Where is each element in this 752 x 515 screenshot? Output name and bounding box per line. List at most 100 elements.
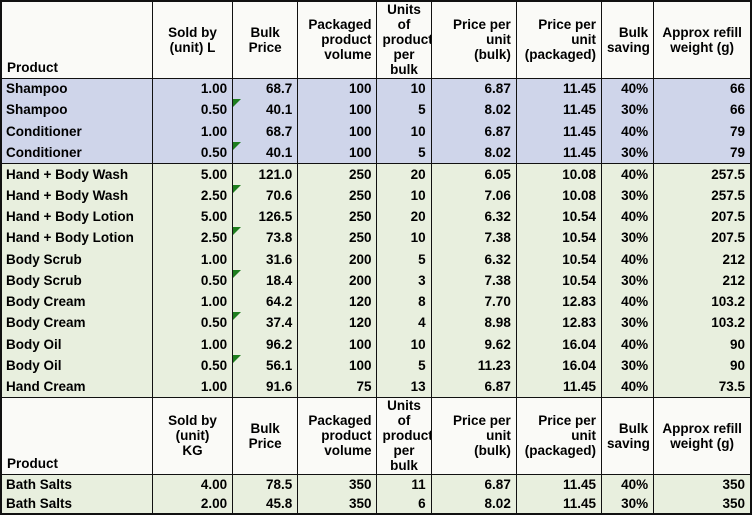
value-cell[interactable]: 12.83 bbox=[515, 291, 603, 313]
header-approx-refill-weight[interactable]: Approx refill weight (g) bbox=[653, 397, 752, 475]
value-cell[interactable]: 6 bbox=[376, 494, 432, 515]
product-cell[interactable]: Conditioner bbox=[0, 141, 153, 164]
value-cell[interactable]: 37.4 bbox=[232, 312, 299, 334]
value-cell[interactable]: 73.8 bbox=[232, 227, 299, 249]
product-cell[interactable]: Hand + Body Lotion bbox=[0, 227, 153, 249]
value-cell[interactable]: 11 bbox=[376, 473, 432, 495]
value-cell[interactable]: 2.50 bbox=[151, 184, 234, 206]
value-cell[interactable]: 4 bbox=[376, 312, 432, 334]
value-cell[interactable]: 64.2 bbox=[232, 291, 299, 313]
value-cell[interactable]: 8.98 bbox=[430, 312, 517, 334]
value-cell[interactable]: 20 bbox=[376, 205, 432, 228]
value-cell[interactable]: 6.32 bbox=[430, 248, 517, 270]
value-cell[interactable]: 2.50 bbox=[151, 227, 234, 249]
value-cell[interactable]: 207.5 bbox=[653, 205, 752, 228]
value-cell[interactable]: 90 bbox=[653, 333, 752, 355]
product-cell[interactable]: Conditioner bbox=[0, 120, 153, 142]
value-cell[interactable]: 30% bbox=[601, 312, 655, 334]
header-product[interactable]: Product bbox=[0, 0, 153, 79]
value-cell[interactable]: 6.87 bbox=[430, 77, 517, 100]
value-cell[interactable]: 30% bbox=[601, 354, 655, 377]
value-cell[interactable]: 30% bbox=[601, 184, 655, 206]
value-cell[interactable]: 11.45 bbox=[515, 141, 603, 164]
header-price-per-unit-bulk[interactable]: Price per unit (bulk) bbox=[430, 0, 517, 79]
value-cell[interactable]: 10.54 bbox=[515, 248, 603, 270]
value-cell[interactable]: 20 bbox=[376, 162, 432, 185]
value-cell[interactable]: 5 bbox=[376, 99, 432, 121]
value-cell[interactable]: 5 bbox=[376, 141, 432, 164]
value-cell[interactable]: 100 bbox=[297, 77, 378, 100]
value-cell[interactable]: 30% bbox=[601, 269, 655, 292]
value-cell[interactable]: 78.5 bbox=[232, 473, 299, 495]
value-cell[interactable]: 40% bbox=[601, 333, 655, 355]
value-cell[interactable]: 70.6 bbox=[232, 184, 299, 206]
header-bulk-saving[interactable]: Bulk saving bbox=[601, 397, 655, 475]
value-cell[interactable]: 40% bbox=[601, 376, 655, 398]
value-cell[interactable]: 18.4 bbox=[232, 269, 299, 292]
value-cell[interactable]: 40% bbox=[601, 291, 655, 313]
value-cell[interactable]: 79 bbox=[653, 120, 752, 142]
header-approx-refill-weight[interactable]: Approx refill weight (g) bbox=[653, 0, 752, 79]
header-packaged-product-volume[interactable]: Packaged product volume bbox=[297, 397, 378, 475]
product-cell[interactable]: Body Oil bbox=[0, 333, 153, 355]
value-cell[interactable]: 0.50 bbox=[151, 312, 234, 334]
value-cell[interactable]: 8 bbox=[376, 291, 432, 313]
header-bulk-price[interactable]: Bulk Price bbox=[232, 397, 299, 475]
product-cell[interactable]: Hand + Body Wash bbox=[0, 162, 153, 185]
value-cell[interactable]: 40% bbox=[601, 77, 655, 100]
value-cell[interactable]: 257.5 bbox=[653, 162, 752, 185]
value-cell[interactable]: 0.50 bbox=[151, 354, 234, 377]
value-cell[interactable]: 30% bbox=[601, 99, 655, 121]
value-cell[interactable]: 40.1 bbox=[232, 99, 299, 121]
value-cell[interactable]: 7.70 bbox=[430, 291, 517, 313]
value-cell[interactable]: 126.5 bbox=[232, 205, 299, 228]
value-cell[interactable]: 350 bbox=[653, 473, 752, 495]
value-cell[interactable]: 10.08 bbox=[515, 184, 603, 206]
value-cell[interactable]: 350 bbox=[297, 494, 378, 515]
product-cell[interactable]: Shampoo bbox=[0, 77, 153, 100]
value-cell[interactable]: 100 bbox=[297, 99, 378, 121]
product-cell[interactable]: Shampoo bbox=[0, 99, 153, 121]
value-cell[interactable]: 16.04 bbox=[515, 354, 603, 377]
value-cell[interactable]: 11.45 bbox=[515, 120, 603, 142]
header-price-per-unit-packaged[interactable]: Price per unit (packaged) bbox=[515, 397, 603, 475]
product-cell[interactable]: Body Oil bbox=[0, 354, 153, 377]
header-units-per-bulk[interactable]: Units of product per bulk bbox=[376, 0, 432, 79]
value-cell[interactable]: 6.87 bbox=[430, 376, 517, 398]
value-cell[interactable]: 10 bbox=[376, 227, 432, 249]
value-cell[interactable]: 10 bbox=[376, 333, 432, 355]
header-price-per-unit-bulk[interactable]: Price per unit (bulk) bbox=[430, 397, 517, 475]
value-cell[interactable]: 207.5 bbox=[653, 227, 752, 249]
header-bulk-saving[interactable]: Bulk saving bbox=[601, 0, 655, 79]
value-cell[interactable]: 40% bbox=[601, 120, 655, 142]
value-cell[interactable]: 120 bbox=[297, 291, 378, 313]
value-cell[interactable]: 100 bbox=[297, 120, 378, 142]
value-cell[interactable]: 103.2 bbox=[653, 291, 752, 313]
value-cell[interactable]: 10 bbox=[376, 77, 432, 100]
value-cell[interactable]: 7.38 bbox=[430, 227, 517, 249]
value-cell[interactable]: 30% bbox=[601, 227, 655, 249]
value-cell[interactable]: 100 bbox=[297, 354, 378, 377]
header-units-per-bulk[interactable]: Units of product per bulk bbox=[376, 397, 432, 475]
value-cell[interactable]: 1.00 bbox=[151, 291, 234, 313]
value-cell[interactable]: 121.0 bbox=[232, 162, 299, 185]
value-cell[interactable]: 250 bbox=[297, 205, 378, 228]
value-cell[interactable]: 1.00 bbox=[151, 120, 234, 142]
value-cell[interactable]: 12.83 bbox=[515, 312, 603, 334]
value-cell[interactable]: 40% bbox=[601, 162, 655, 185]
value-cell[interactable]: 5.00 bbox=[151, 205, 234, 228]
value-cell[interactable]: 40.1 bbox=[232, 141, 299, 164]
value-cell[interactable]: 0.50 bbox=[151, 99, 234, 121]
value-cell[interactable]: 5 bbox=[376, 248, 432, 270]
header-bulk-price[interactable]: Bulk Price bbox=[232, 0, 299, 79]
value-cell[interactable]: 16.04 bbox=[515, 333, 603, 355]
value-cell[interactable]: 10.54 bbox=[515, 205, 603, 228]
value-cell[interactable]: 1.00 bbox=[151, 333, 234, 355]
value-cell[interactable]: 100 bbox=[297, 141, 378, 164]
value-cell[interactable]: 66 bbox=[653, 77, 752, 100]
value-cell[interactable]: 66 bbox=[653, 99, 752, 121]
value-cell[interactable]: 73.5 bbox=[653, 376, 752, 398]
product-cell[interactable]: Hand Cream bbox=[0, 376, 153, 398]
value-cell[interactable]: 6.05 bbox=[430, 162, 517, 185]
product-cell[interactable]: Bath Salts bbox=[0, 494, 153, 515]
